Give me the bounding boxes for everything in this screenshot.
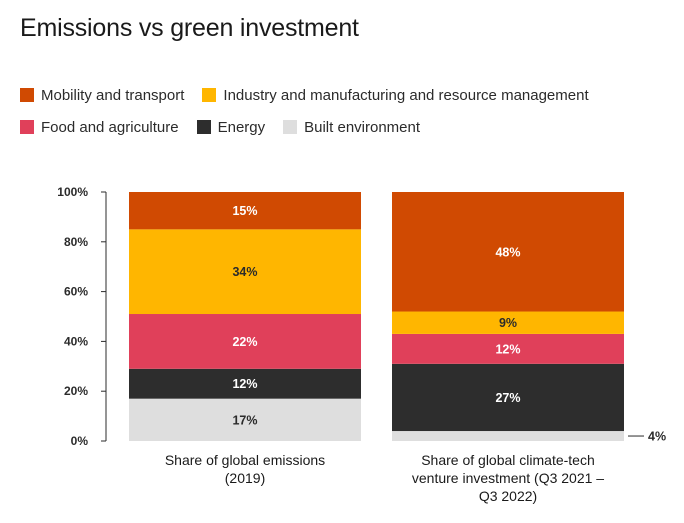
bar-segment: [129, 192, 361, 230]
legend-item-food: Food and agriculture: [20, 119, 179, 136]
category-label: Share of global climate-tech venture inve…: [412, 452, 604, 504]
legend-swatch-food: [20, 120, 34, 134]
category-label-line: (2019): [225, 470, 265, 486]
y-tick-label: 20%: [64, 384, 88, 398]
legend-label-built-environment: Built environment: [304, 118, 421, 136]
data-label: 9%: [499, 316, 517, 330]
bar-segment: [392, 311, 624, 334]
bar-segment: [129, 229, 361, 315]
bar-segment: [129, 398, 361, 441]
category-label-line: Share of global climate-tech: [421, 452, 595, 468]
legend-item-built-environment: Built environment: [283, 119, 420, 136]
legend-label-industry: Industry and manufacturing and resource …: [223, 86, 589, 104]
legend-row: Mobility and transport Industry and manu…: [20, 84, 670, 106]
bar-segment: [129, 368, 361, 399]
legend-swatch-energy: [196, 120, 211, 134]
data-label: 4%: [648, 430, 666, 444]
y-tick-label: 0%: [71, 434, 89, 448]
legend-label-mobility: Mobility and transport: [41, 86, 185, 104]
chart-title: Emissions vs green investment: [20, 14, 359, 42]
legend-item-industry: Industry and manufacturing and resource …: [202, 86, 589, 104]
data-label: 27%: [495, 391, 520, 405]
data-label: 48%: [495, 245, 520, 259]
data-label: 15%: [232, 204, 257, 218]
data-label: 34%: [232, 265, 257, 279]
y-tick-label: 60%: [64, 285, 88, 299]
category-label-line: venture investment (Q3 2021 –: [412, 470, 604, 486]
data-label: 22%: [232, 335, 257, 349]
bar-segment: [392, 192, 624, 312]
legend-swatch-industry: [202, 88, 217, 102]
legend-row: Food and agriculture Energy Built enviro…: [20, 116, 670, 138]
category-label-line: Share of global emissions: [165, 452, 325, 468]
category-label: Share of global emissions (2019): [165, 452, 325, 486]
y-tick-label: 80%: [64, 235, 88, 249]
legend-label-energy: Energy: [217, 118, 266, 136]
y-tick-label: 100%: [57, 185, 88, 199]
data-label: 17%: [232, 413, 257, 427]
legend-swatch-built-environment: [283, 120, 298, 134]
bar-segment: [392, 431, 624, 441]
data-label: 12%: [232, 377, 257, 391]
legend-item-energy: Energy: [196, 118, 266, 136]
chart-legend: Mobility and transport Industry and manu…: [20, 84, 670, 148]
bar-segment: [392, 333, 624, 364]
data-label: 12%: [495, 342, 520, 356]
bar-segment: [392, 363, 624, 432]
y-tick-label: 40%: [64, 334, 88, 348]
legend-swatch-mobility: [20, 88, 34, 102]
category-label-line: Q3 2022): [479, 488, 537, 504]
legend-item-mobility: Mobility and transport: [20, 87, 184, 104]
bar-segment: [129, 314, 361, 369]
legend-label-food: Food and agriculture: [41, 118, 179, 136]
